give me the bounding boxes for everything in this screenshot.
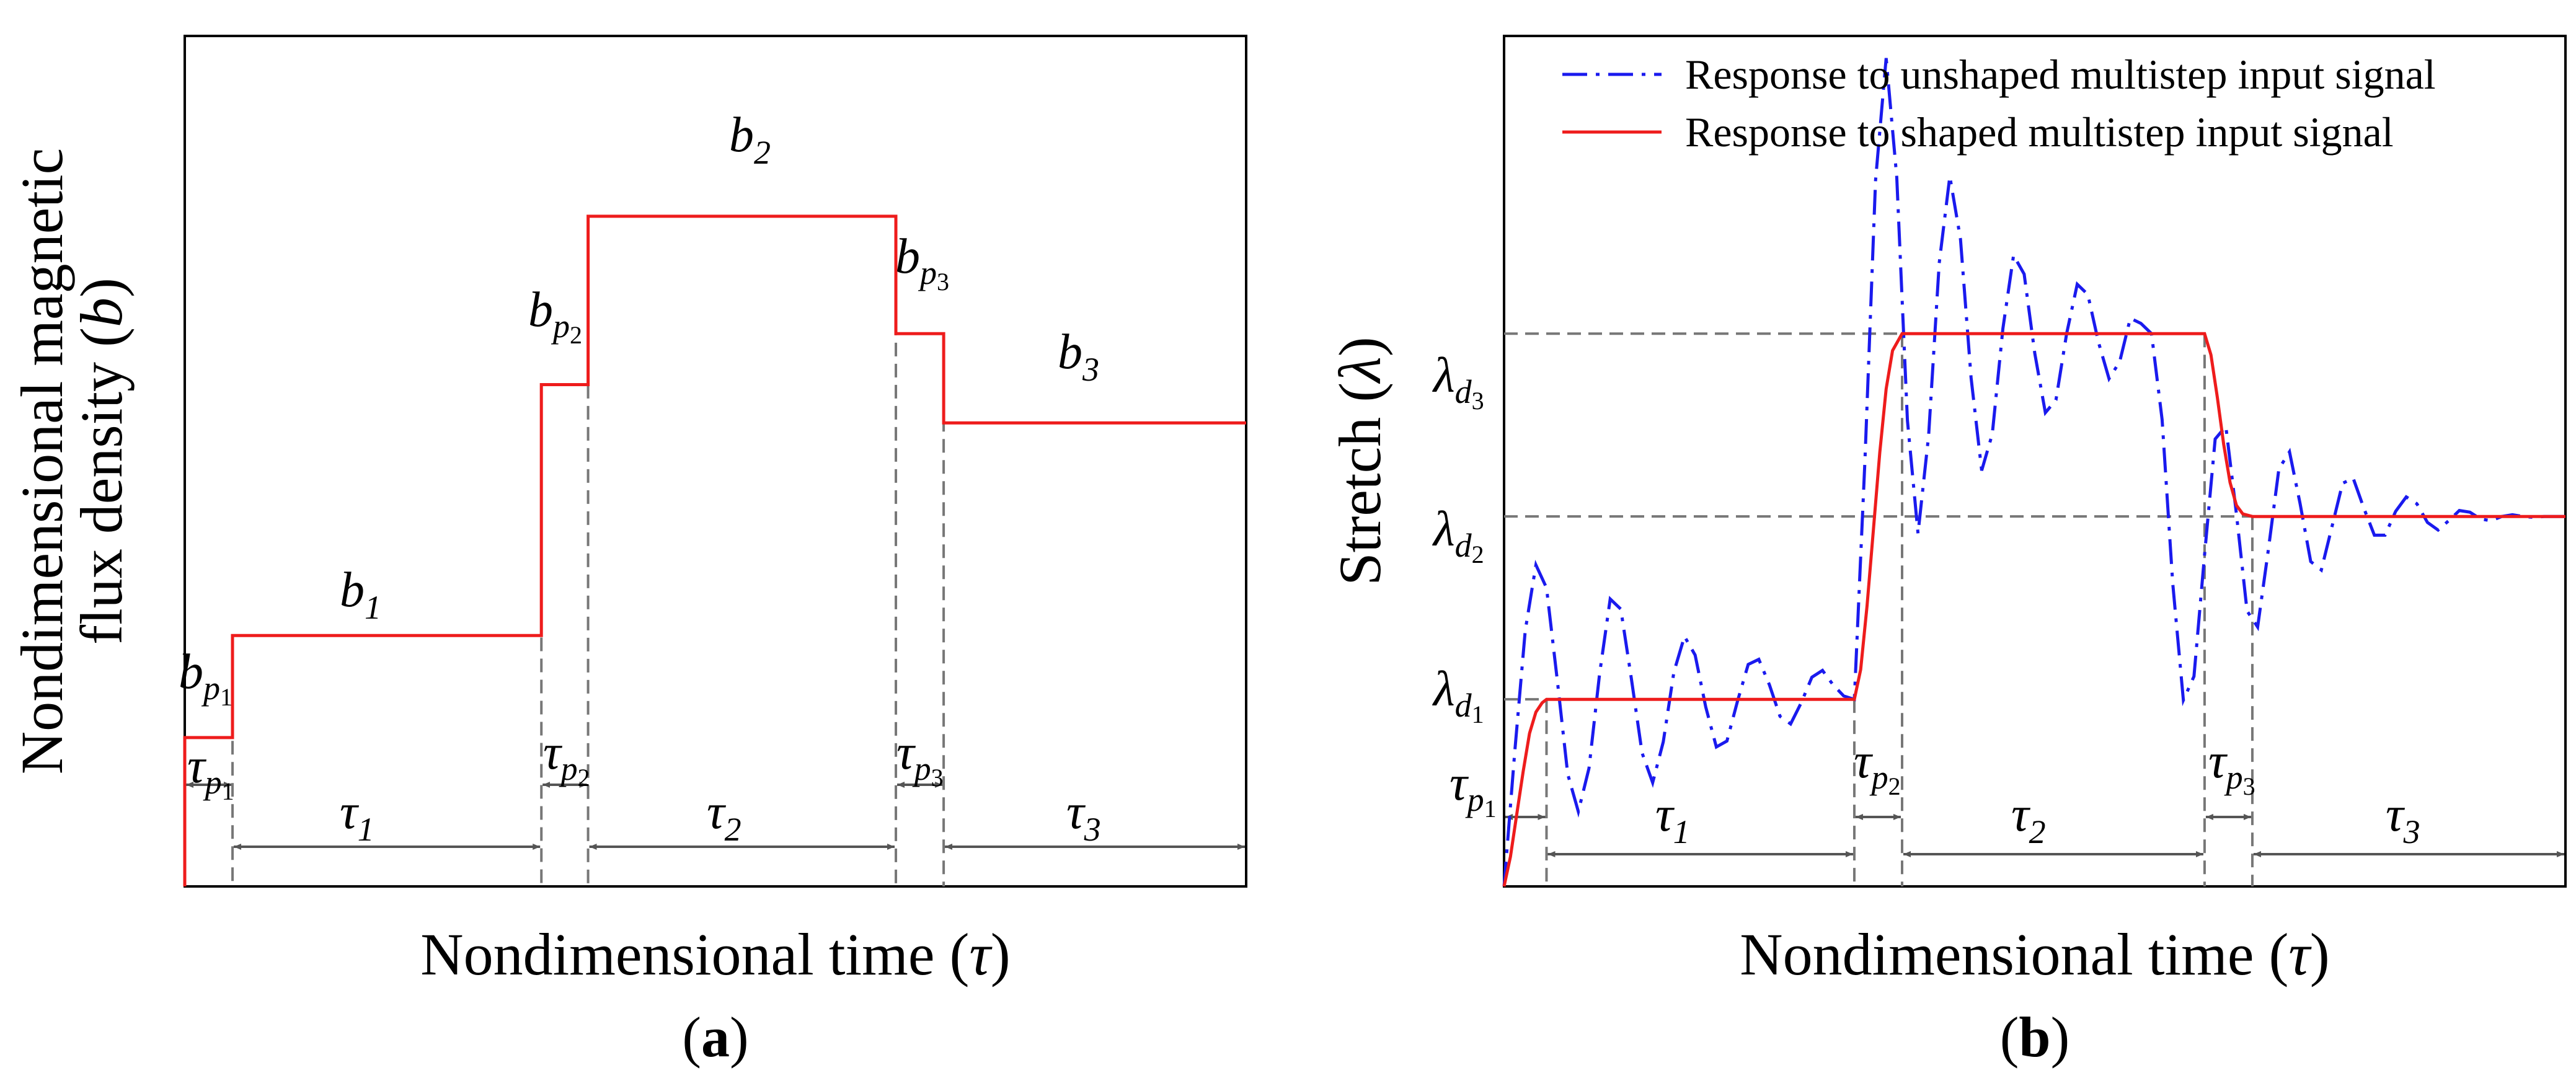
label-tau-p3: τp3 (896, 725, 944, 792)
y-axis-title-a-line2: flux density (b) (68, 278, 135, 645)
label-tau-p2-b: τp2 (1854, 734, 1901, 800)
label-b-p3: bp3 (895, 229, 949, 296)
legend: Response to unshaped multistep input sig… (1562, 51, 2436, 156)
label-tau-p2: τp2 (543, 725, 590, 792)
plot-frame-b (1503, 35, 2567, 888)
label-tau-3-b: τ3 (2386, 787, 2420, 850)
interval-arrows-a (186, 782, 1245, 850)
label-tau-2: τ2 (707, 785, 741, 848)
label-lambda-d2: λd2 (1432, 502, 1484, 568)
series-b-shaped-response (1502, 332, 2565, 887)
label-lambda-d1: λd1 (1432, 662, 1484, 728)
panel-a: bp1 b1 bp2 b2 bp3 b3 τp1 τ1 τp2 τ2 τp3 τ… (9, 35, 1247, 1069)
label-b-p2: bp2 (528, 283, 582, 349)
interval-arrows-b (1505, 814, 2564, 857)
legend-label-unshaped: Response to unshaped multistep input sig… (1685, 51, 2436, 98)
label-tau-2-b: τ2 (2011, 787, 2046, 850)
label-b-1: b1 (340, 563, 381, 626)
panel-label-b: (b) (2000, 1005, 2069, 1069)
series-a-multistep-input (183, 214, 1246, 886)
plot-frame-a (184, 35, 1247, 888)
series-b-unshaped-response (1502, 58, 2565, 887)
x-axis-title-b: Nondimensional time (τ) (1740, 921, 2330, 987)
label-b-p1: bp1 (179, 645, 232, 711)
label-tau-1-b: τ1 (1655, 787, 1690, 850)
y-axis-title-a-line1: Nondimensional magnetic (9, 148, 75, 774)
y-axis-title-b: Stretch (λ) (1327, 337, 1393, 585)
legend-label-shaped: Response to shaped multistep input signa… (1685, 108, 2394, 156)
label-tau-p3-b: τp3 (2208, 734, 2255, 800)
label-tau-p1: τp1 (187, 739, 234, 805)
label-lambda-d3: λd3 (1432, 348, 1484, 415)
label-tau-p1-b: τp1 (1450, 756, 1497, 823)
x-axis-title-a: Nondimensional time (τ) (420, 921, 1011, 987)
guide-lines-b (1504, 332, 2565, 886)
label-b-2: b2 (729, 108, 771, 171)
label-tau-1: τ1 (340, 785, 374, 848)
label-b-3: b3 (1058, 325, 1099, 388)
panel-label-a: (a) (682, 1005, 748, 1069)
panel-b: Response to unshaped multistep input sig… (1327, 35, 2567, 1069)
label-tau-3: τ3 (1066, 785, 1101, 848)
